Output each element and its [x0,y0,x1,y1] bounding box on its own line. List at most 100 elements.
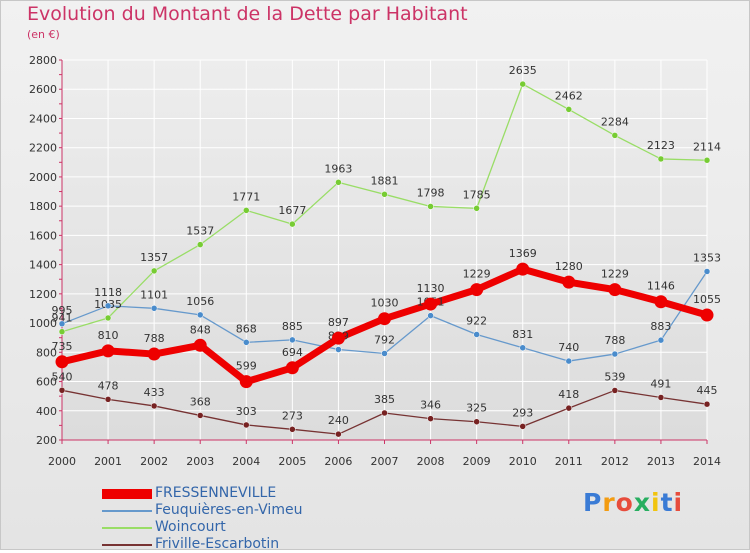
data-point [657,155,665,163]
data-label: 868 [236,322,257,335]
data-point [427,203,434,210]
data-label: 1798 [417,186,445,199]
data-label: 325 [466,402,487,415]
data-point [104,396,112,403]
data-point [243,207,250,214]
data-label: 1229 [601,268,629,281]
data-label: 540 [52,370,73,383]
data-point [285,361,299,375]
data-label: 694 [282,346,303,359]
data-point [147,347,161,361]
data-point [703,400,711,408]
data-point [427,312,434,319]
proxiti-logo: Proxiti [583,488,683,517]
data-label: 2635 [509,64,537,77]
data-point [55,355,69,369]
data-label: 831 [512,328,533,341]
data-label: 1881 [371,174,399,187]
data-point [378,312,391,326]
data-label: 273 [282,409,303,422]
data-point [703,268,711,275]
x-tick-label: 2013 [647,455,675,468]
data-label: 1357 [140,251,168,264]
data-label: 1963 [324,162,352,175]
data-point [289,336,296,344]
data-point [657,336,665,344]
y-tick-label: 1400 [29,259,57,272]
data-label: 885 [282,320,303,333]
data-point [473,331,480,338]
data-point [700,308,714,322]
data-point [565,106,573,113]
data-point [381,191,388,198]
x-tick-label: 2012 [601,455,629,468]
x-tick-label: 2014 [693,455,721,468]
data-label: 385 [374,393,395,406]
data-point [289,220,296,228]
data-label: 433 [144,386,165,399]
y-tick-label: 1800 [29,200,57,213]
data-point [473,205,480,212]
data-point [654,295,668,309]
data-label: 1369 [509,247,537,260]
data-label: 1353 [693,251,721,264]
data-point [565,357,573,365]
data-label: 995 [52,304,73,317]
legend-label-woincourt: Woincourt [155,519,226,535]
y-tick-label: 200 [36,434,57,447]
chart-subtitle: (en €) [27,28,60,41]
x-tick-label: 2008 [417,455,445,468]
data-label: 1537 [186,225,214,238]
data-point [150,305,158,312]
data-label: 1785 [463,188,491,201]
data-label: 792 [374,333,395,346]
data-point [101,344,115,358]
data-point [427,415,434,422]
data-point [335,179,342,186]
legend-swatch-friville [102,544,152,546]
x-tick-label: 2009 [463,455,491,468]
legend-label-friville: Friville-Escarbotin [155,536,280,552]
data-point [611,350,619,358]
data-label: 539 [604,370,625,383]
data-label: 478 [98,379,119,392]
legend-label-fressenneville: FRESSENNEVILLE [155,485,277,501]
data-label: 1280 [555,260,583,273]
data-point [703,157,711,164]
data-point [150,267,158,275]
logo-letter: x [633,488,651,517]
data-point [470,283,484,297]
logo-letter: t [660,488,674,517]
data-label: 1677 [278,204,306,217]
data-point [657,394,665,401]
data-point [196,412,204,419]
y-tick-label: 2600 [29,83,57,96]
data-label: 303 [236,405,257,418]
y-tick-label: 600 [36,376,57,389]
data-point [104,314,112,322]
data-point [519,80,526,88]
data-point [519,423,526,430]
legend-swatch-feuquieres [102,510,152,512]
data-label: 1101 [140,288,168,301]
y-tick-label: 1600 [29,229,57,242]
data-label: 491 [650,377,671,390]
data-label: 788 [604,334,625,347]
y-tick-label: 1200 [29,288,57,301]
data-point [381,350,388,357]
y-tick-label: 400 [36,405,57,418]
x-tick-label: 2011 [555,455,583,468]
data-label: 848 [190,323,211,336]
x-tick-label: 2010 [509,455,537,468]
data-point [243,339,250,346]
data-label: 735 [52,340,73,353]
data-label: 418 [558,388,579,401]
x-tick-label: 2004 [232,455,260,468]
y-tick-label: 800 [36,346,57,359]
data-label: 293 [512,406,533,419]
data-label: 1118 [94,286,122,299]
x-tick-label: 2006 [324,455,352,468]
data-label: 445 [697,384,718,397]
data-label: 1771 [232,190,260,203]
